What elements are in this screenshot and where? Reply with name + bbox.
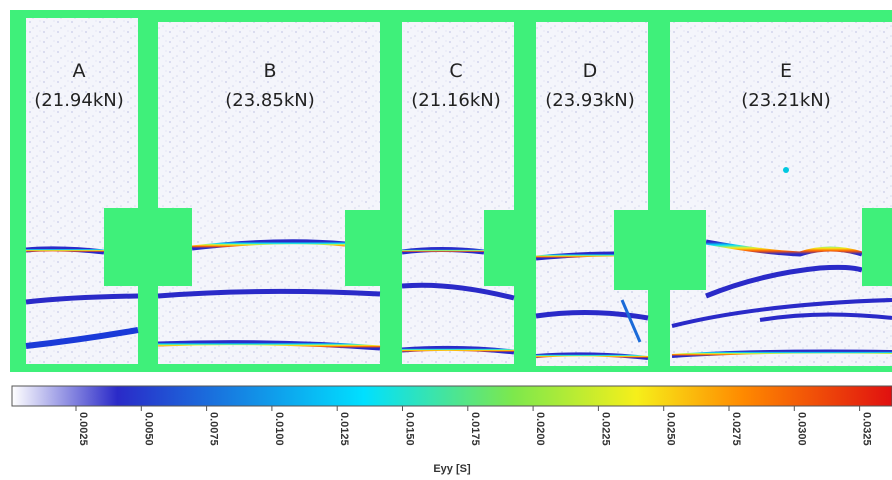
panel-c [401, 22, 515, 364]
colorbar-tick-label: 0.0050 [142, 412, 154, 446]
crack-line [535, 309, 649, 321]
colorbar [11, 385, 892, 407]
loading-block [862, 208, 892, 286]
crack-line [25, 246, 105, 255]
colorbar-tick-label: 0.0025 [77, 412, 89, 446]
panel-letter-b: B [263, 60, 276, 82]
panel-letter-d: D [583, 60, 598, 82]
crack-line [401, 345, 515, 355]
panel-load-c: (21.16kN) [411, 90, 500, 111]
panel-d [535, 22, 649, 366]
panel-a [25, 18, 139, 364]
colorbar-label: Eyy [S] [433, 463, 471, 475]
panel-load-e: (23.21kN) [741, 90, 830, 111]
crack-line [535, 251, 615, 261]
panel-letter-e: E [780, 60, 792, 82]
crack-line [401, 247, 485, 255]
crack-line [157, 288, 381, 299]
crack-line [671, 298, 892, 328]
crack-line [705, 264, 863, 299]
loading-block [345, 210, 402, 286]
panel-load-a: (21.94kN) [34, 90, 123, 111]
crack-line [191, 239, 346, 251]
crack-line [535, 352, 649, 360]
crack-line [25, 327, 139, 349]
colorbar-tick-label: 0.0225 [599, 412, 611, 446]
colorbar-tick-label: 0.0250 [665, 412, 677, 446]
colorbar-tick-label: 0.0125 [338, 412, 350, 446]
panel-letter-a: A [73, 60, 86, 82]
colorbar-tick-label: 0.0275 [730, 412, 742, 446]
loading-block [104, 208, 192, 286]
colorbar-tick-label: 0.0300 [795, 412, 807, 446]
loading-block [614, 210, 706, 290]
crack-line [759, 312, 892, 322]
panel-load-b: (23.85kN) [225, 90, 314, 111]
crack-line [705, 239, 863, 257]
panel-letter-c: C [449, 60, 462, 82]
colorbar-tick-label: 0.0075 [208, 412, 220, 446]
panel-e [670, 22, 892, 366]
crack-line [671, 349, 892, 358]
crack-line [157, 340, 381, 351]
crack-line [401, 282, 515, 301]
panel-load-d: (23.93kN) [545, 90, 634, 111]
colorbar-tick-label: 0.0100 [273, 412, 285, 446]
colorbar-ticks: 0.0025 0.0050 0.0075 0.0100 0.0125 0.0150 0.01… [75, 406, 873, 446]
panel-b [157, 22, 381, 364]
colorbar-tick-label: 0.0325 [861, 412, 873, 446]
colorbar-tick-label: 0.0200 [534, 412, 546, 446]
colorbar-tick-label: 0.0150 [404, 412, 416, 446]
crack-line [620, 299, 642, 343]
colorbar-tick-label: 0.0175 [469, 412, 481, 446]
crack-line [25, 293, 139, 305]
loading-block [484, 210, 536, 286]
